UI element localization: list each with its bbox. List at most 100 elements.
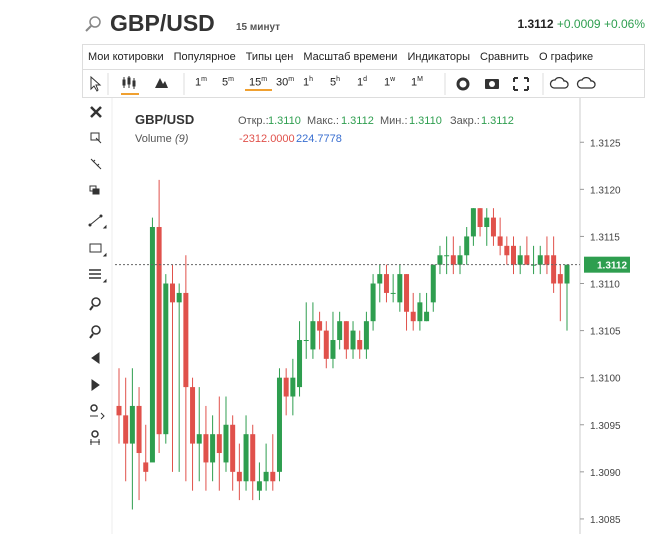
candle-body xyxy=(276,377,282,472)
toolbar: 1m 5m 15m 30m 1h 5h 1d 1w 1M xyxy=(82,70,645,98)
candle-body xyxy=(290,377,296,397)
candle-body xyxy=(283,377,289,397)
timeframe[interactable]: 15m xyxy=(245,76,272,91)
menu-item[interactable]: Сравнить xyxy=(480,51,530,63)
legend-value: 1.3112 xyxy=(481,115,514,127)
candle-body xyxy=(497,236,503,246)
candle-body xyxy=(370,283,376,322)
change-pct: +0.06% xyxy=(603,17,645,31)
timeframe-unit: m xyxy=(288,76,295,83)
timeframe-number: 1 xyxy=(195,76,202,89)
candle-body xyxy=(136,405,142,454)
change: +0.0009 xyxy=(556,17,601,31)
candle-body xyxy=(156,227,162,435)
candle-body xyxy=(230,424,236,472)
candle-body xyxy=(169,283,175,303)
legend-value: 1.3110 xyxy=(409,115,442,127)
timeframe[interactable]: 1m xyxy=(191,76,218,91)
candle-body xyxy=(163,283,169,435)
timeframe-unit: m xyxy=(201,76,207,83)
candle-body xyxy=(143,462,149,472)
candle-body xyxy=(430,264,436,303)
legend: GBP/USD Откр.: 1.3110 Макс.: 1.3112 Мин.… xyxy=(135,112,514,145)
timeframe-number: 1 xyxy=(357,76,364,89)
y-tick-label: 1.3110 xyxy=(590,280,620,291)
timeframe[interactable]: 5h xyxy=(326,76,353,91)
price: 1.3112 xyxy=(517,17,554,31)
candle-body xyxy=(129,405,135,444)
timeframe[interactable]: 1d xyxy=(353,76,380,91)
timeframe[interactable]: 1M xyxy=(407,76,434,91)
legend-value: 1.3110 xyxy=(268,115,301,127)
candle-body xyxy=(317,321,323,331)
timeframe-number: 15 xyxy=(249,76,262,89)
candle-body xyxy=(149,227,155,463)
timeframe-unit: w xyxy=(390,76,396,83)
menu-item[interactable]: Мои котировки xyxy=(88,51,164,63)
legend-symbol: GBP/USD xyxy=(135,112,194,127)
candle-body xyxy=(397,274,403,303)
candle-body xyxy=(216,434,222,454)
candle-body xyxy=(116,405,122,416)
candle-body xyxy=(544,255,550,265)
candle-body xyxy=(531,264,537,266)
timeframe[interactable]: 1w xyxy=(380,76,407,91)
volume-period: (9) xyxy=(175,133,189,145)
candle-body xyxy=(297,340,303,388)
candle-body xyxy=(383,274,389,293)
candle-body xyxy=(464,236,470,256)
candle-body xyxy=(357,340,363,350)
candle-body xyxy=(223,424,229,463)
menu-item[interactable]: Масштаб времени xyxy=(303,51,398,63)
volume-label: Volume xyxy=(135,133,172,145)
candle-body xyxy=(330,340,336,359)
timeframe[interactable]: 1h xyxy=(299,76,326,91)
candle-body xyxy=(484,217,490,228)
candle-body xyxy=(511,245,517,265)
candle-body xyxy=(350,330,356,350)
legend-label: Откр.: xyxy=(238,115,269,127)
volume-value: 224.7778 xyxy=(296,133,342,145)
candle-body xyxy=(537,255,543,265)
menu-item[interactable]: О графике xyxy=(539,51,594,63)
timeframe-unit: d xyxy=(363,76,368,83)
candle-body xyxy=(196,434,202,444)
y-tick-label: 1.3100 xyxy=(590,374,621,385)
timeframe[interactable]: 5m xyxy=(218,76,245,91)
candle-body xyxy=(343,321,349,350)
timeframe-number: 30 xyxy=(276,76,289,89)
timeframe-unit: h xyxy=(336,76,341,83)
candle-body xyxy=(210,434,216,463)
candle-body xyxy=(337,321,343,341)
menu-item[interactable]: Типы цен xyxy=(245,51,294,63)
candle-body xyxy=(270,471,276,482)
candle-body xyxy=(524,255,530,265)
candle-body xyxy=(390,292,396,294)
candle-body xyxy=(363,321,369,350)
last-price-label: 1.3112 xyxy=(597,261,627,272)
candle-body xyxy=(203,434,209,463)
timeframe-number: 1 xyxy=(303,76,310,89)
y-tick-label: 1.3095 xyxy=(590,421,621,432)
menu-item[interactable]: Популярное xyxy=(173,51,236,63)
candle-body xyxy=(250,434,256,482)
quote: 1.3112 +0.0009 +0.06% xyxy=(518,17,646,31)
legend-value: 1.3112 xyxy=(341,115,374,127)
y-tick-label: 1.3120 xyxy=(590,185,621,196)
interval: 15 минут xyxy=(236,22,281,33)
candle-body xyxy=(263,471,269,482)
menu-item[interactable]: Индикаторы xyxy=(407,51,470,63)
timeframe[interactable]: 30m xyxy=(272,76,299,91)
candle-body xyxy=(176,292,182,303)
y-tick-label: 1.3090 xyxy=(590,468,621,479)
candle-body xyxy=(404,274,410,312)
y-tick-label: 1.3085 xyxy=(590,515,621,526)
candle-body xyxy=(470,208,476,237)
search-icon[interactable] xyxy=(84,14,104,34)
menu-bar: Мои котировки Популярное Типы цен Масштаб в… xyxy=(82,44,645,70)
candle-body xyxy=(183,292,189,388)
timeframe-number: 1 xyxy=(411,76,418,89)
y-tick-label: 1.3105 xyxy=(590,327,621,338)
candle-body xyxy=(564,264,570,284)
